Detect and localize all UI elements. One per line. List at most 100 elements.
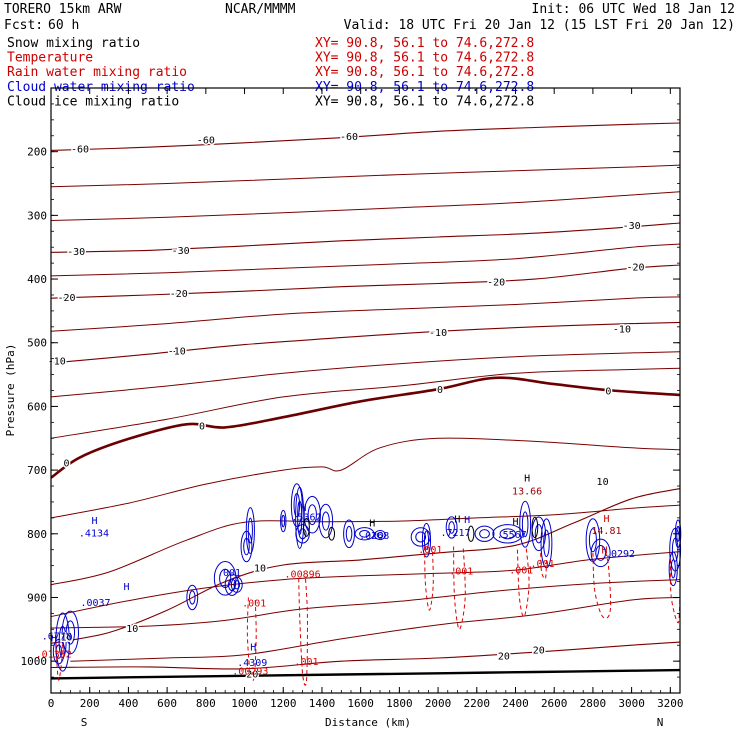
rain-contour — [669, 559, 681, 624]
cloud-contour — [590, 538, 611, 568]
isotherm-label: 10 — [597, 477, 609, 488]
legend-label: Temperature — [7, 51, 93, 66]
isotherm-line — [50, 437, 681, 519]
isotherm-label: 0 — [199, 422, 205, 433]
cloud-max-label: .0268 — [359, 531, 389, 542]
legend-xy-range: XY= 90.8, 56.1 to 74.6,272.8 — [315, 36, 534, 51]
cloud-contour — [290, 483, 303, 528]
y-tick-label: 400 — [27, 273, 47, 286]
isotherm-line — [50, 504, 681, 586]
isotherm-0 — [50, 376, 681, 479]
cloud-contour — [668, 551, 678, 587]
y-tick-label: 700 — [27, 464, 47, 477]
rain-contour — [516, 546, 530, 618]
isotherm--30 — [50, 222, 681, 253]
isotherm-label: -60 — [340, 132, 358, 143]
isotherm-label: 0 — [63, 458, 69, 469]
rain-max-label: .01352 — [36, 650, 72, 661]
snow-contour — [467, 525, 475, 542]
north-label: N — [657, 716, 664, 729]
cloud-contour — [354, 527, 375, 541]
cloud-contour-inner — [65, 620, 76, 645]
legend-label: Cloud water mixing ratio — [7, 80, 195, 95]
cloud-contour-inner — [479, 529, 490, 539]
isotherm--20 — [50, 264, 681, 299]
isotherm-label: 10 — [126, 624, 138, 635]
cloud-contour — [280, 509, 287, 533]
cloud-contour — [474, 525, 495, 542]
model-title: TORERO 15km ARW — [4, 2, 122, 17]
cloud-contour-inner — [233, 580, 241, 590]
legend-xy-range: XY= 90.8, 56.1 to 74.6,272.8 — [315, 94, 534, 109]
contour-labels: -60-60 -60-30 -30-30-20 -20-20-20-10-10-10-… — [36, 130, 646, 681]
y-tick-label: 600 — [27, 400, 47, 413]
y-tick-label: 800 — [27, 528, 47, 541]
y-axis-title: Pressure (hPa) — [4, 344, 17, 437]
cloud-contour-inner — [521, 511, 529, 538]
cloud-contour-inner — [247, 517, 253, 544]
temp_H-max-label: 13.66 — [512, 486, 542, 497]
x-tick-label: 2200 — [464, 697, 491, 710]
cloud-contour — [445, 516, 458, 539]
legend-label: Rain water mixing ratio — [7, 65, 187, 80]
y-tick-label: 300 — [27, 209, 47, 222]
isotherm-label: 0 — [605, 387, 611, 398]
snow-contour — [531, 516, 539, 539]
south-label: S — [81, 716, 88, 729]
high-marker: H — [369, 518, 375, 529]
cloud-contour-inner — [188, 590, 196, 605]
cloud-contour-inner — [543, 529, 550, 558]
isotherm-line — [50, 351, 681, 398]
rain-max-label: .00896 — [285, 569, 321, 580]
isotherm-10 — [50, 488, 681, 644]
rain-max-label: .001 — [509, 565, 533, 576]
high-marker: H — [123, 582, 129, 593]
cloud-contour-inner — [298, 528, 307, 540]
isotherm-label: -30 — [172, 246, 190, 257]
high-marker: H — [454, 515, 460, 526]
cloud-contour — [224, 573, 240, 596]
high-marker: H — [92, 516, 98, 527]
cloud-contour — [61, 610, 79, 655]
isotherm-label: -20 — [170, 289, 188, 300]
cloud-contour — [295, 524, 310, 544]
cloud-contour-inner — [307, 504, 317, 526]
cloud-contour-inner — [499, 528, 516, 540]
high-marker: H — [603, 514, 609, 525]
high-marker: H — [524, 474, 530, 485]
forecast-label: Fcst: — [4, 18, 43, 33]
rain-max-label: .00293 — [232, 667, 268, 678]
cloud-max-label: .4134 — [79, 529, 109, 540]
center-title: NCAR/MMMM — [225, 2, 296, 17]
isotherm--10 — [50, 321, 681, 364]
cloud-contour — [318, 503, 334, 539]
isotherm-line — [50, 579, 681, 629]
isotherm-20 — [50, 641, 681, 670]
isotherm-label: 20 — [533, 646, 545, 657]
x-axis-title: Distance (km) — [325, 716, 411, 729]
y-tick-label: 900 — [27, 591, 47, 604]
cloud-contour-inner — [227, 578, 236, 592]
cloud-max-label: .6778 — [42, 632, 72, 643]
isotherm-line — [50, 551, 681, 618]
cloud-contour-inner — [670, 559, 676, 579]
cloud-contour-inner — [345, 525, 353, 542]
x-tick-label: 3200 — [657, 697, 684, 710]
rain-contour — [55, 635, 64, 681]
x-tick-label: 800 — [196, 697, 216, 710]
cloud-contour-inner — [448, 521, 455, 534]
y-tick-label: 500 — [27, 337, 47, 350]
high-marker: H — [51, 634, 57, 645]
cloud-contour — [519, 500, 532, 548]
isotherm-label: -20 — [626, 262, 644, 273]
high-marker: H — [512, 517, 518, 528]
rain-max-label: .001 — [449, 567, 473, 578]
y-tick-label: 1000 — [21, 655, 48, 668]
x-tick-label: 2600 — [541, 697, 568, 710]
isotherm-label: -10 — [613, 325, 631, 336]
legend-label: Cloud ice mixing ratio — [7, 94, 179, 109]
rain-contour — [540, 552, 547, 580]
x-tick-label: 2000 — [425, 697, 452, 710]
cloud-contour-inner — [415, 531, 427, 543]
